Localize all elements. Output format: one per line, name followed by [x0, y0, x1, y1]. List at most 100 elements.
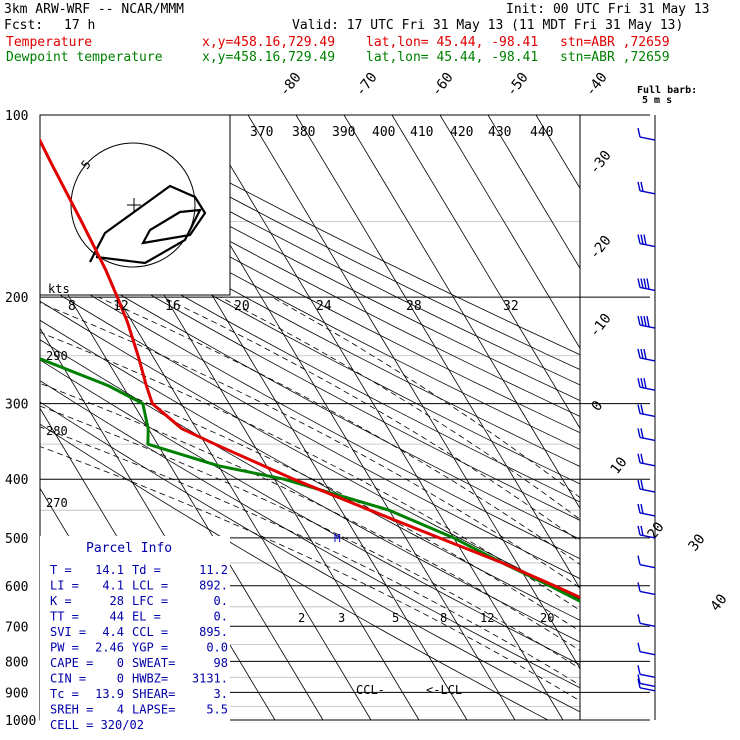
wind-barb	[637, 127, 656, 141]
parcel-param-value: 2.46	[95, 641, 124, 655]
wind-barb-shaft	[639, 651, 656, 656]
isotherm-tick-label: -10	[587, 311, 615, 341]
isotherm-tick-label: 0	[589, 398, 607, 414]
wind-barb-shaft	[639, 512, 656, 517]
parcel-param-value: 0.0	[206, 641, 228, 655]
wind-barb-flag	[643, 348, 647, 360]
theta-label: 440	[530, 125, 553, 140]
isotherm-line	[535, 115, 580, 190]
init-time: Init: 00 UTC Fri 31 May 13	[506, 2, 710, 17]
wind-barb	[637, 555, 656, 569]
pressure-tick-label: 800	[5, 655, 28, 670]
mixing-ratio-label: 12	[480, 611, 494, 625]
wind-barb-shaft	[639, 462, 656, 467]
wind-barb-flag	[637, 127, 641, 138]
isotherm-line	[343, 115, 580, 510]
wind-barb-flag	[637, 315, 641, 326]
isotherm-line	[199, 115, 564, 721]
hodograph-trace	[89, 184, 207, 265]
parcel-param-value: 0	[117, 672, 124, 686]
parcel-param-label: SHEAR=	[132, 687, 175, 701]
temperature-profile	[40, 137, 580, 600]
parcel-param-label: CAPE =	[50, 656, 93, 670]
theta-label: 390	[332, 125, 355, 140]
dewpoint-latlon: lat,lon= 45.44, -98.41	[366, 50, 539, 65]
parcel-info-box: Parcel Info T = 14.1 Td = 11.2 LI = 4.1 LCL = 89…	[40, 536, 230, 732]
wind-barb-flag	[637, 278, 641, 288]
parcel-param-label: TT =	[50, 610, 79, 624]
dry-adiabat	[40, 339, 580, 643]
moist-adiabat	[40, 426, 580, 686]
dry-adiabat	[77, 115, 580, 371]
hodograph-x-tick: 20	[234, 299, 250, 314]
wind-barb-flag	[640, 315, 644, 326]
wind-barb-flag	[637, 642, 641, 652]
wind-barb-flag	[637, 479, 641, 490]
parcel-param-label: YGP =	[132, 641, 168, 655]
dry-adiabat	[40, 135, 580, 417]
wind-barb-shaft	[639, 190, 656, 195]
isotherm-tick-label: -20	[587, 233, 615, 263]
moist-adiabat	[271, 296, 580, 499]
isotherm-line	[40, 247, 324, 721]
fcst-value: 17 h	[64, 18, 96, 33]
wind-barb-flag	[640, 428, 644, 439]
pressure-tick-label: 600	[5, 580, 28, 595]
parcel-param-value: 11.2	[199, 563, 228, 577]
wind-barb	[637, 503, 656, 517]
parcel-param-label: SVI =	[50, 625, 86, 639]
parcel-param-value: 4	[117, 703, 124, 717]
dry-adiabat	[40, 213, 580, 503]
mixing-ratio-label: 5	[392, 611, 399, 625]
parcel-param-label: Td =	[132, 563, 161, 577]
parcel-param-value: 5.5	[206, 703, 228, 717]
wind-barb-flag	[643, 378, 647, 389]
parcel-cell: CELL = 320/02	[50, 718, 144, 732]
temperature-stn: stn=ABR ,72659	[560, 35, 670, 50]
wind-barb-flag	[637, 525, 641, 536]
plot-border	[39, 114, 581, 721]
dry-adiabat	[53, 115, 580, 386]
wind-barb	[637, 479, 656, 493]
pressure-tick-label: 100	[5, 109, 28, 124]
dry-adiabat	[40, 121, 580, 401]
pressure-tick-label: 300	[5, 398, 28, 413]
wind-barb-flag	[637, 378, 641, 388]
wind-barb	[637, 404, 656, 418]
wind-barb	[637, 674, 656, 688]
wind-barb	[637, 278, 656, 292]
wind-barb-shaft	[639, 682, 656, 688]
wind-barb-flag	[640, 348, 644, 359]
wind-barb	[637, 678, 656, 692]
isotherm-tick-label: -50	[504, 70, 532, 100]
isotherm-tick-label: 40	[708, 591, 731, 614]
wind-barb	[637, 315, 656, 329]
wind-barb-shaft	[639, 242, 656, 248]
hodograph-x-tick: 16	[165, 299, 181, 314]
dry-adiabat	[40, 196, 580, 485]
parcel-param-label: EL =	[132, 610, 161, 624]
dry-adiabat	[40, 282, 580, 580]
parcel-param-value: 3131.	[192, 672, 228, 686]
wind-barb	[637, 428, 656, 442]
dry-adiabat	[40, 401, 580, 713]
wind-barb-shaft	[639, 687, 656, 692]
lcl-label: <-LCL	[426, 683, 462, 697]
isotherm-tick-label: -30	[587, 148, 615, 178]
ccl-label: CCL-	[356, 683, 385, 697]
dewpoint-profile	[40, 357, 580, 603]
pressure-tick-label: 400	[5, 473, 28, 488]
wind-barb	[637, 181, 656, 195]
valid-time: Valid: 17 UTC Fri 31 May 13 (11 MDT Fri …	[292, 18, 684, 33]
temperature-legend: Temperature	[6, 35, 93, 50]
dry-adiabat	[40, 229, 580, 521]
theta-label: 370	[250, 125, 273, 140]
wind-barb-flag	[640, 278, 644, 289]
parcel-param-value: 98	[214, 656, 228, 670]
wind-barb	[637, 234, 656, 248]
m-label: M	[334, 532, 341, 545]
isotherm-line	[295, 115, 580, 590]
pressure-tick-label: 1000	[5, 714, 36, 729]
wind-barb-flag	[640, 453, 644, 464]
